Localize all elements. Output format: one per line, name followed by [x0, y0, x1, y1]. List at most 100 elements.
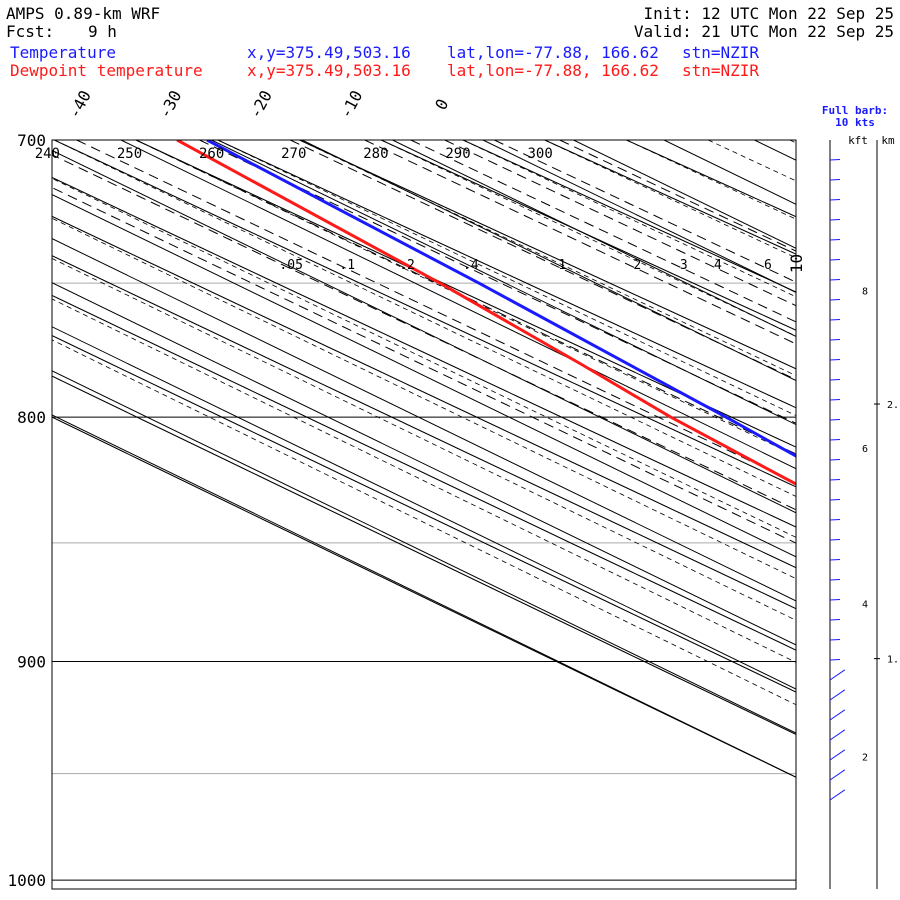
mixing-ratio-line [199, 140, 796, 424]
dry-adiabat [462, 140, 796, 293]
kft-tick-label: 2 [862, 752, 868, 763]
dry-adiabat [299, 140, 796, 370]
isotherm-line [52, 193, 796, 558]
wind-barb [829, 789, 846, 801]
adiabat-label: 300 [527, 146, 552, 162]
isotherm-line [52, 370, 796, 734]
isotherm-line [52, 414, 796, 778]
dry-adiabat [54, 140, 796, 488]
dry-adiabat [217, 140, 796, 409]
isotherm-label: 0 [431, 96, 452, 113]
dry-adiabat [52, 176, 796, 528]
km-tick-label: 1. [887, 655, 899, 666]
mixing-ratio-label: .2 [399, 258, 415, 273]
dry-adiabat [544, 140, 796, 255]
moist-adiabat [708, 140, 796, 182]
adiabat-label: 240 [35, 146, 60, 162]
moist-adiabat [381, 140, 796, 337]
isotherm-line [52, 149, 796, 514]
isotherm-line [663, 140, 796, 205]
moist-adiabat [54, 140, 796, 497]
mixing-ratio-line [76, 140, 796, 484]
adiabat-label: 270 [281, 146, 306, 162]
isotherm-label: -10 [336, 87, 366, 121]
dry-adiabat [380, 140, 796, 331]
mixing-ratio-label: 6 [764, 258, 772, 273]
km-label: km [881, 134, 895, 147]
adiabat-label: 290 [445, 146, 470, 162]
legend-temperature-stn: stn=NZIR [682, 43, 760, 62]
dry-adiabat [52, 255, 796, 610]
legend-dewpoint-latlon: lat,lon=-77.88, 166.62 [447, 61, 659, 80]
adiabat-label: 280 [363, 146, 388, 162]
isotherm-line [52, 238, 796, 602]
kft-label: kft [848, 134, 868, 147]
wind-barb [829, 669, 846, 681]
moist-adiabat [544, 140, 796, 259]
mixing-ratio-line [52, 187, 796, 544]
legend-temperature-label: Temperature [10, 43, 116, 62]
legend-temperature-latlon: lat,lon=-77.88, 166.62 [447, 43, 659, 62]
mixing-ratio-label: 1 [558, 258, 566, 273]
moist-adiabat [52, 217, 796, 580]
wind-barb [829, 709, 846, 721]
pressure-tick-label: 900 [17, 652, 46, 671]
plot-frame [51, 139, 797, 890]
dry-adiabat [52, 294, 796, 651]
mixing-ratio-line [290, 140, 796, 381]
pressure-tick-label: 1000 [7, 871, 46, 890]
moist-adiabat [52, 257, 796, 621]
moist-adiabat [299, 140, 796, 377]
isotherm-line [120, 140, 796, 470]
moist-adiabat [217, 140, 796, 417]
isotherm-line [754, 140, 796, 161]
mixing-ratio-line [494, 140, 796, 283]
moist-adiabat [52, 298, 796, 663]
isotherm-line [392, 140, 796, 338]
wind-barb [829, 689, 846, 701]
isotherm-line [52, 282, 796, 646]
header-model: AMPS 0.89-km WRF [6, 4, 161, 23]
kft-tick-label: 8 [862, 286, 868, 297]
mixing-ratio-label: 3 [680, 258, 688, 273]
mixing-ratio-label: .05 [279, 258, 302, 273]
mixing-ratio-line [364, 140, 796, 345]
wind-barb [829, 749, 846, 761]
isotherm-line [482, 140, 796, 293]
full-barb-value: 10 kts [835, 116, 875, 129]
mixing-ratio-label: 2 [633, 258, 641, 273]
adiabat-label: 260 [199, 146, 224, 162]
isotherm-line [845, 140, 900, 889]
isotherm-line [211, 140, 796, 426]
mixing-ratio-line [52, 154, 796, 511]
dry-adiabat [52, 416, 796, 778]
legend-dewpoint-stn: stn=NZIR [682, 61, 760, 80]
wind-barb [829, 729, 846, 741]
isotherm-line [52, 326, 796, 690]
isotherm-label: -30 [155, 87, 185, 121]
mixing-ratio-line [135, 140, 796, 455]
dry-adiabat [52, 375, 796, 735]
mixing-ratio-line [410, 140, 796, 323]
mixing-ratio-label: 4 [714, 258, 722, 273]
isotherm-label: -50 [0, 87, 4, 121]
km-tick-label: 2. [887, 400, 899, 411]
legend-dewpoint-xy: x,y=375.49,503.16 [247, 61, 411, 80]
dry-adiabat [52, 215, 796, 569]
mixing-ratio-label: .1 [339, 258, 355, 273]
header-valid: Valid: 21 UTC Mon 22 Sep 25 [633, 22, 894, 41]
legend-temperature-xy: x,y=375.49,503.16 [247, 43, 411, 62]
adiabat-label: 250 [117, 146, 142, 162]
pressure-tick-label: 800 [17, 408, 46, 427]
mixing-ratio-line [444, 140, 796, 307]
mixing-ratio-label: .4 [463, 258, 479, 273]
header-fcst-value: 9 h [88, 22, 117, 41]
moist-adiabat [789, 140, 796, 144]
wind-barb [829, 769, 846, 781]
moist-adiabat [462, 140, 796, 298]
isotherm-label: 10 [787, 254, 806, 273]
kft-tick-label: 4 [862, 599, 868, 610]
dry-adiabat [52, 334, 796, 693]
header-init: Init: 12 UTC Mon 22 Sep 25 [643, 4, 894, 23]
